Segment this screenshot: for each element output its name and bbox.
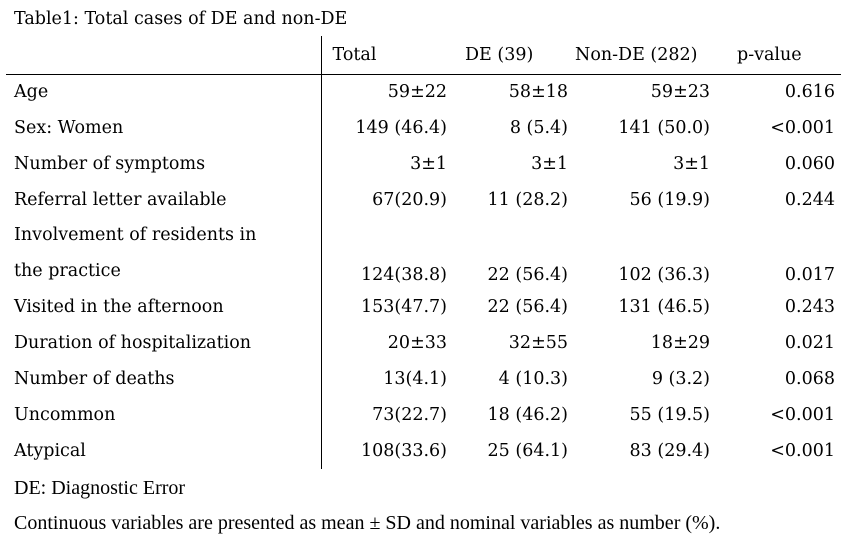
cell-total: 73(22.7) (320, 397, 450, 433)
cell-non-de: 131 (46.5) (618, 297, 710, 317)
cell-de: 3±1 (531, 154, 568, 174)
table-row-number-of-symptoms: Number of symptoms 3±1 3±1 3±1 0.060 (6, 146, 841, 182)
cell-total: 20±33 (320, 325, 450, 361)
header-row: Total DE (39) Non-DE (282) p-value (6, 36, 841, 75)
cell-de: 18 (46.2) (487, 405, 568, 425)
cell-total: 153(47.7) (320, 289, 450, 325)
cell-p-value: 0.021 (784, 333, 835, 353)
cell-non-de: 102 (36.3) (618, 265, 710, 285)
table-row-referral-letter: Referral letter available 67(20.9) 11 (2… (6, 182, 841, 218)
footnote-variables-note: Continuous variables are presented as me… (14, 512, 721, 534)
cell-non-de: 56 (19.9) (629, 190, 710, 210)
column-header-p-value: p-value (711, 36, 841, 75)
row-label: Involvement of residents in the practice (6, 218, 321, 289)
cell-de: 25 (64.1) (487, 441, 568, 461)
cell-non-de: 55 (19.5) (629, 405, 710, 425)
footnote-de-definition: DE: Diagnostic Error (14, 477, 186, 499)
column-header-empty (6, 36, 321, 75)
table-row-number-of-deaths: Number of deaths 13(4.1) 4 (10.3) 9 (3.2… (6, 361, 841, 397)
cell-non-de: 3±1 (673, 154, 710, 174)
row-label: Referral letter available (14, 190, 227, 210)
row-label-text: Involvement of residents in the practice (14, 225, 257, 281)
cell-total: 108(33.6) (320, 433, 450, 469)
row-label: Visited in the afternoon (14, 297, 224, 317)
cell-p-value: 0.244 (784, 190, 835, 210)
cell-total: 13(4.1) (320, 361, 450, 397)
row-label: Number of symptoms (14, 154, 206, 174)
column-header-de: DE (39) (450, 36, 570, 75)
cell-non-de: 141 (50.0) (618, 118, 710, 138)
cell-de: 58±18 (508, 82, 568, 103)
table-row-visited-afternoon: Visited in the afternoon 153(47.7) 22 (5… (6, 289, 841, 325)
cell-non-de: 59±23 (650, 82, 710, 103)
cell-total: 59±22 (320, 74, 450, 110)
column-header-total: Total (320, 36, 450, 75)
cell-p-value: <0.001 (770, 405, 835, 425)
cell-non-de: 83 (29.4) (629, 441, 710, 461)
cell-total: 124(38.8) (320, 218, 450, 289)
table-row-involvement-of-residents: Involvement of residents in the practice… (6, 218, 841, 289)
footnotes: DE: Diagnostic Error Continuous variable… (14, 475, 720, 543)
cell-total: 149 (46.4) (320, 110, 450, 146)
table-row-duration-hospitalization: Duration of hospitalization 20±33 32±55 … (6, 325, 841, 361)
cell-de: 32±55 (508, 333, 568, 353)
cell-de: 4 (10.3) (498, 369, 568, 389)
cell-de: 22 (56.4) (487, 265, 568, 285)
cell-p-value: 0.060 (784, 154, 835, 174)
row-label: Sex: Women (14, 118, 124, 138)
row-label: Uncommon (14, 405, 116, 425)
cell-p-value: 0.616 (784, 82, 835, 103)
cell-de: 22 (56.4) (487, 297, 568, 317)
cell-total: 67(20.9) (320, 182, 450, 218)
table-row-uncommon: Uncommon 73(22.7) 18 (46.2) 55 (19.5) <0… (6, 397, 841, 433)
cell-p-value: 0.068 (784, 369, 835, 389)
cell-p-value: <0.001 (770, 441, 835, 461)
table-row-atypical: Atypical 108(33.6) 25 (64.1) 83 (29.4) <… (6, 433, 841, 469)
results-table: Total DE (39) Non-DE (282) p-value Age 5… (6, 36, 841, 469)
cell-p-value: 0.017 (784, 265, 835, 285)
cell-total: 3±1 (320, 146, 450, 182)
row-label: Age (14, 82, 49, 103)
row-label: Number of deaths (14, 369, 175, 389)
row-label: Atypical (14, 441, 86, 461)
cell-p-value: 0.243 (784, 297, 835, 317)
cell-de: 11 (28.2) (487, 190, 568, 210)
cell-de: 8 (5.4) (509, 118, 568, 138)
cell-p-value: <0.001 (770, 118, 835, 138)
column-header-non-de: Non-DE (282) (570, 36, 711, 75)
table-row-age: Age 59±22 58±18 59±23 0.616 (6, 74, 841, 110)
table-title: Table1: Total cases of DE and non-DE (14, 9, 348, 29)
cell-non-de: 18±29 (650, 333, 710, 353)
cell-non-de: 9 (3.2) (651, 369, 710, 389)
table-row-sex-women: Sex: Women 149 (46.4) 8 (5.4) 141 (50.0)… (6, 110, 841, 146)
row-label: Duration of hospitalization (14, 333, 252, 353)
